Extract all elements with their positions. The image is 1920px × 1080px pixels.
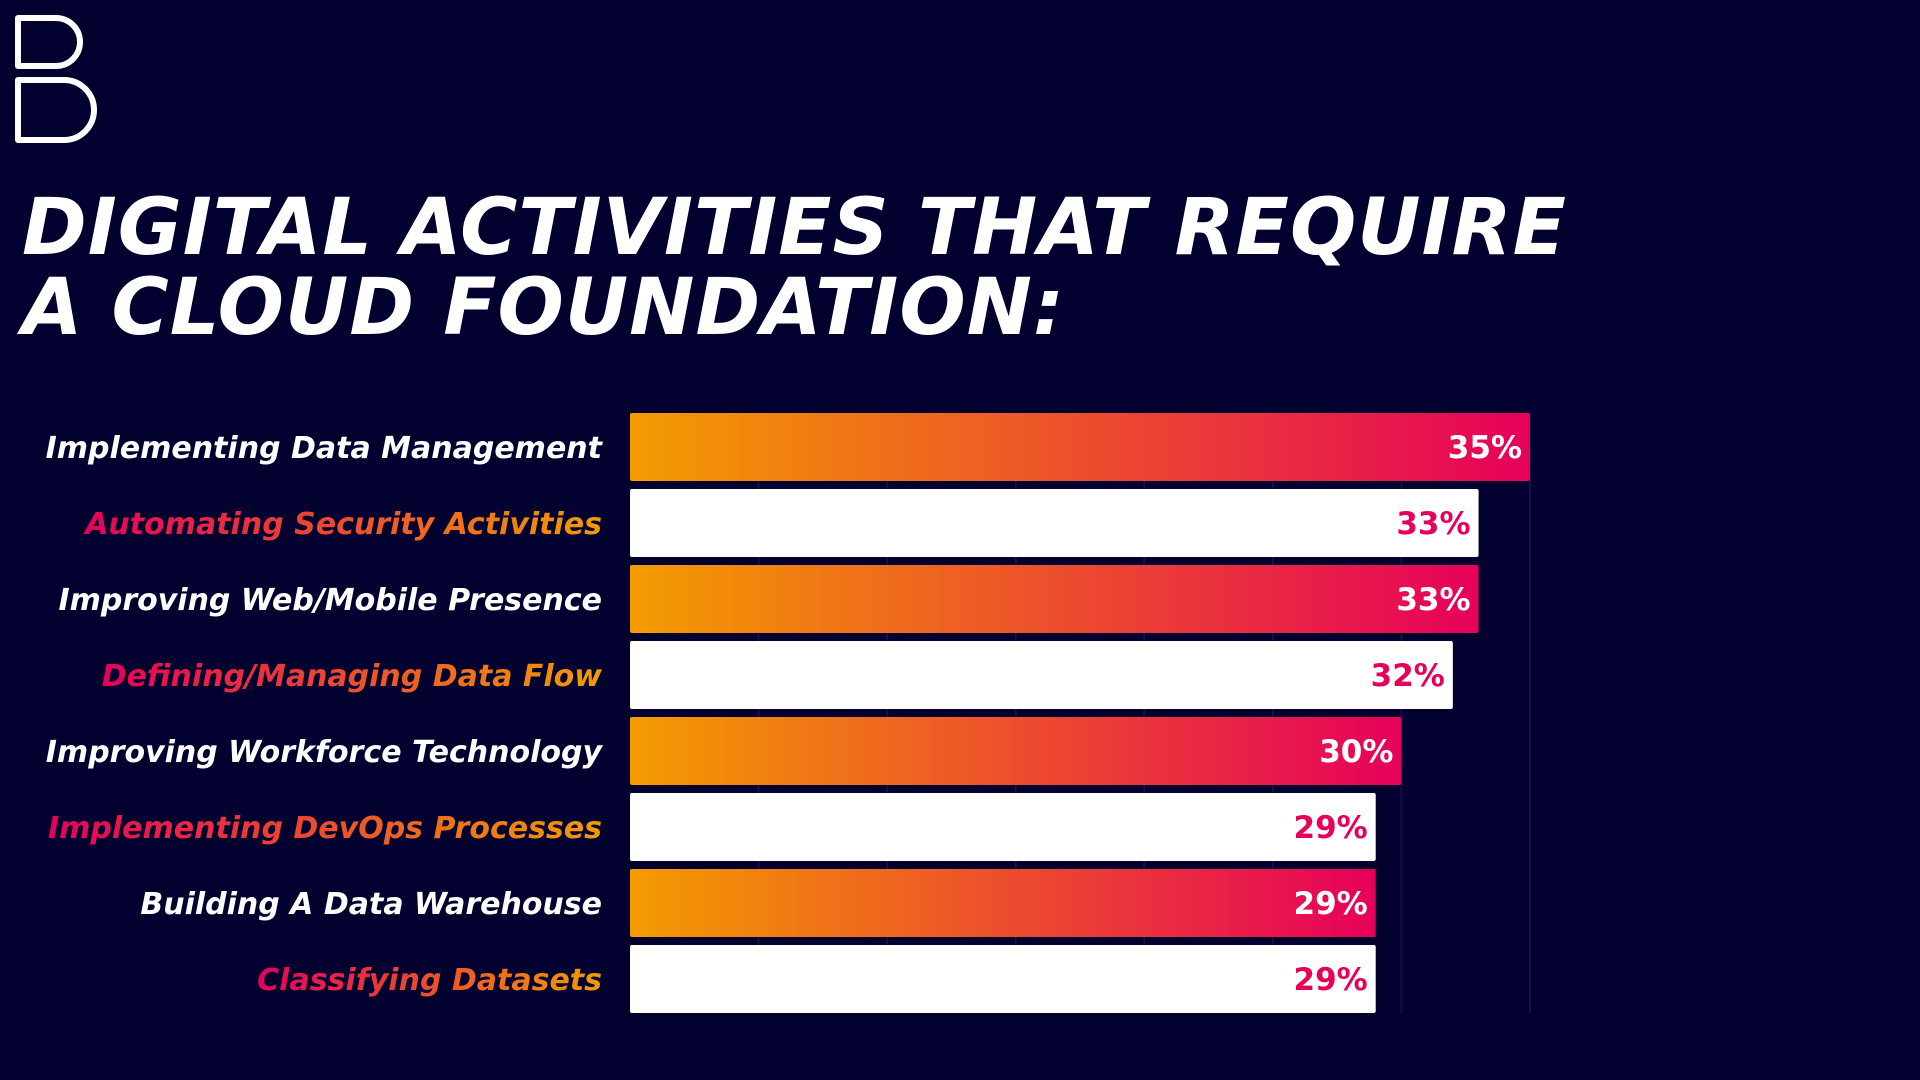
- category-label: Implementing DevOps Processes: [48, 811, 602, 846]
- value-label: 30%: [1319, 734, 1393, 770]
- bar: [630, 565, 1479, 633]
- chart-title: DIGITAL ACTIVITIES THAT REQUIRE A CLOUD …: [22, 188, 1622, 348]
- bars: [630, 413, 1530, 1013]
- value-labels: 35% 33% 33% 32% 30% 29% 29% 29%: [1294, 430, 1522, 998]
- value-label: 29%: [1294, 810, 1368, 846]
- bar: [630, 717, 1402, 785]
- bar: [630, 641, 1453, 709]
- category-label: Building A Data Warehouse: [140, 887, 602, 922]
- value-label: 35%: [1448, 430, 1522, 466]
- value-label: 33%: [1396, 582, 1470, 618]
- category-label: Improving Workforce Technology: [46, 735, 604, 770]
- logo-b-shape: [15, 15, 97, 143]
- bar: [630, 945, 1376, 1013]
- category-label: Improving Web/Mobile Presence: [58, 583, 602, 618]
- bar: [630, 869, 1376, 937]
- category-label: Automating Security Activities: [83, 507, 602, 542]
- category-label: Classifying Datasets: [257, 963, 602, 998]
- value-label: 33%: [1396, 506, 1470, 542]
- category-label: Defining/Managing Data Flow: [102, 659, 603, 694]
- bar: [630, 413, 1530, 481]
- bar: [630, 793, 1376, 861]
- value-label: 29%: [1294, 886, 1368, 922]
- value-label: 32%: [1371, 658, 1445, 694]
- value-label: 29%: [1294, 962, 1368, 998]
- category-labels: Implementing Data Management Automating S…: [46, 431, 604, 998]
- title-line-2: A CLOUD FOUNDATION:: [22, 263, 1066, 353]
- bar: [630, 489, 1479, 557]
- brand-logo: [15, 15, 97, 143]
- title-line-1: DIGITAL ACTIVITIES THAT REQUIRE: [22, 183, 1567, 273]
- category-label: Implementing Data Management: [46, 431, 604, 466]
